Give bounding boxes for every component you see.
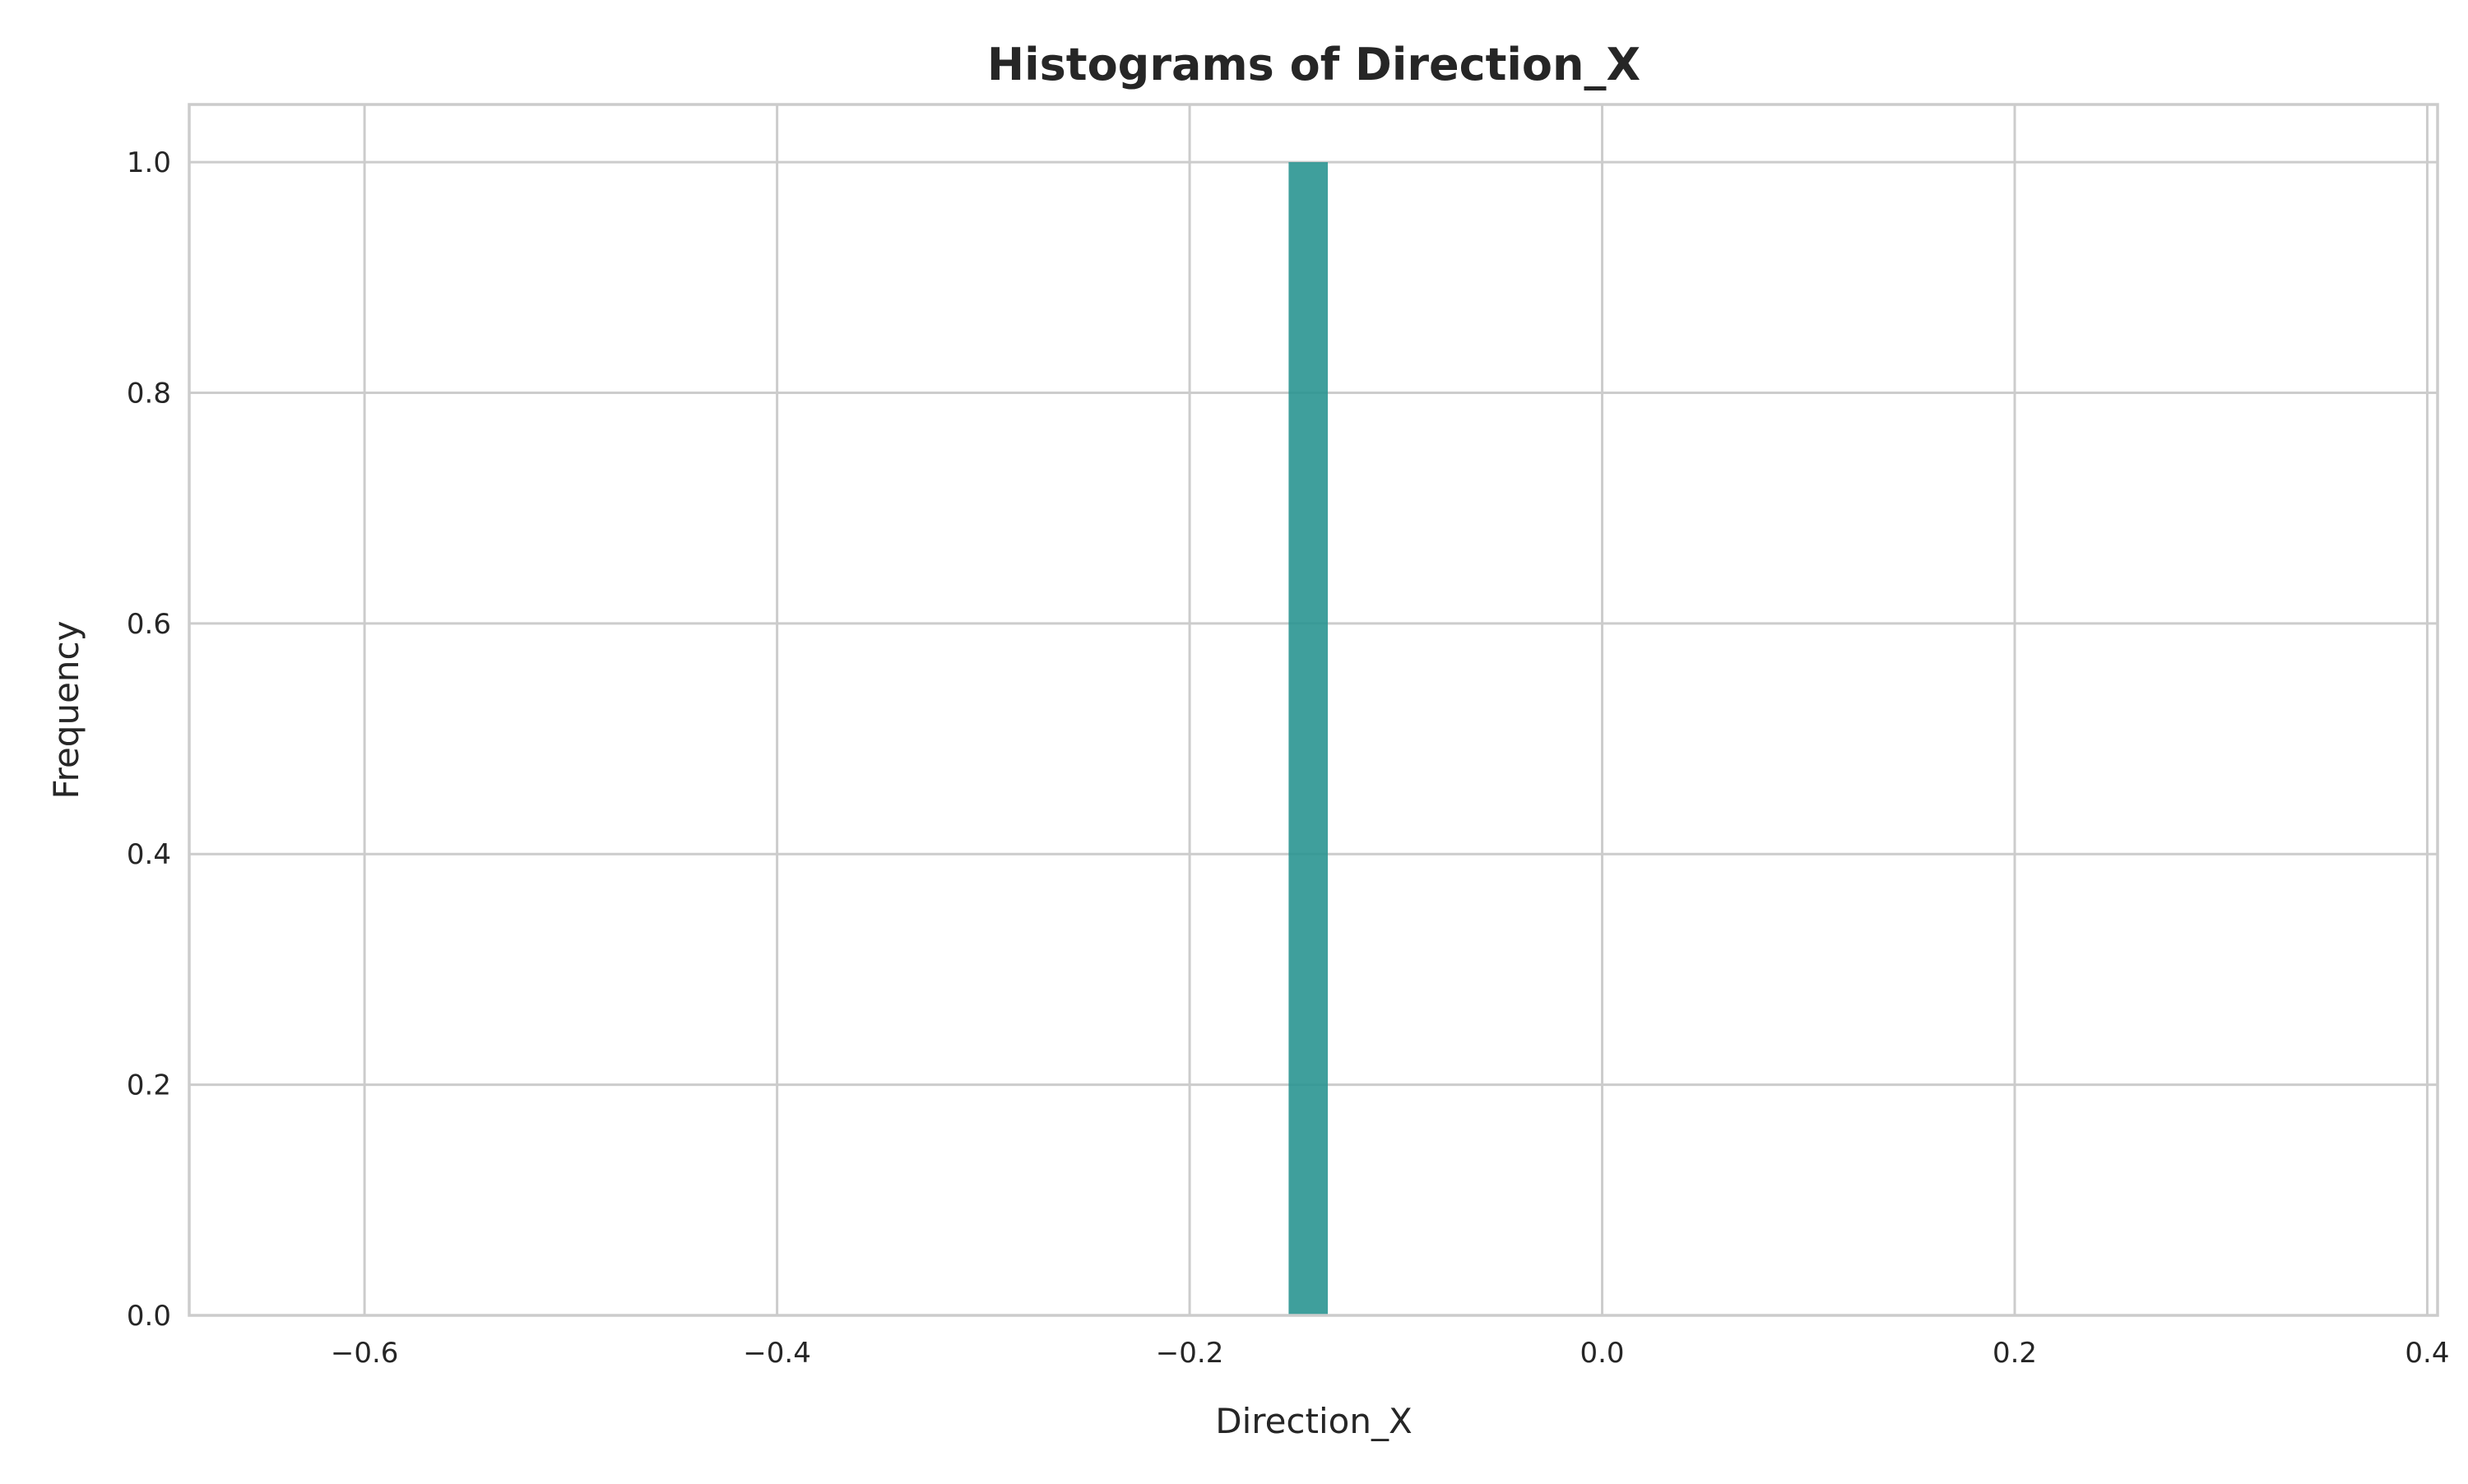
y-tick-label: 0.8 (127, 377, 171, 410)
histogram-bar (1288, 162, 1329, 1316)
plot-frame (188, 103, 2439, 1317)
x-tick-label: 0.0 (1580, 1337, 1624, 1370)
y-axis-ticks: 0.0 0.2 0.4 0.6 0.8 1.0 (127, 146, 171, 1333)
histogram-bars (1288, 162, 1329, 1316)
x-tick-label: −0.2 (1156, 1337, 1224, 1370)
x-tick-label: −0.4 (743, 1337, 811, 1370)
x-tick-label: 0.4 (2405, 1337, 2449, 1370)
x-tick-label: 0.2 (1992, 1337, 2037, 1370)
y-tick-label: 1.0 (127, 146, 171, 179)
chart-title: Histograms of Direction_X (987, 39, 1640, 90)
y-tick-label: 0.2 (127, 1069, 171, 1102)
x-tick-label: −0.6 (331, 1337, 399, 1370)
y-axis-label: Frequency (46, 621, 86, 800)
x-axis-ticks: −0.6 −0.4 −0.2 0.0 0.2 0.4 (331, 1337, 2450, 1370)
y-tick-label: 0.4 (127, 838, 171, 871)
y-tick-label: 0.6 (127, 608, 171, 641)
x-axis-label: Direction_X (1215, 1401, 1413, 1441)
y-tick-label: 0.0 (127, 1300, 171, 1333)
